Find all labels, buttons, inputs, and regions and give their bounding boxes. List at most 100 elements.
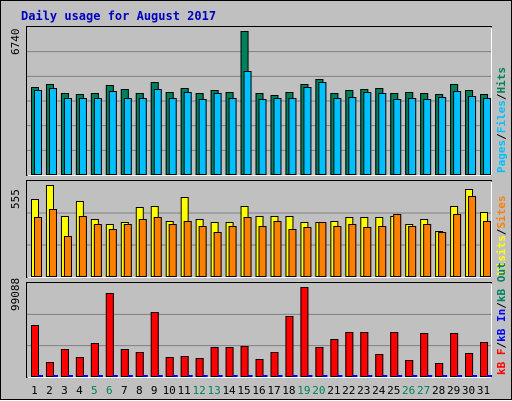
kb-in-mark-12 [202,375,208,377]
kbytes-bar-17-outline [270,352,279,377]
files-bar-1-fill [34,90,42,175]
sites-bar-4 [78,216,87,277]
kb-in-mark-15 [247,375,253,377]
files-bar-11-outline [183,92,192,175]
files-bar-28-fill [438,97,447,175]
sites-bar-2 [48,209,57,277]
files-bar-5-outline [93,98,102,175]
kbytes-bar-26-fill [405,360,414,377]
kbytes-bar-1-fill [31,325,39,377]
panels-layer: 6740Pages/Files/Hits555Visits/Sites99088… [9,26,508,378]
kbytes-bar-27-outline [420,333,429,377]
files-bar-19-outline [303,87,312,175]
files-bar-11 [183,92,192,175]
kbytes-bar-15-fill [240,346,249,377]
legend-sites: Sites [495,196,508,229]
sites-bar-24 [378,226,387,277]
kbytes-bar-23-fill [360,332,369,377]
sites-bar-11-fill [183,221,192,277]
files-bar-31-fill [483,98,492,175]
sites-bar-3-fill [63,236,72,277]
sites-bar-20-fill [318,222,327,277]
files-bar-19-fill [303,87,312,175]
kbytes-bar-1 [31,325,39,377]
kbytes-bar-8-fill [135,352,144,377]
kbytes-bar-18 [285,316,294,377]
kbytes-bar-25-fill [390,332,399,377]
kb-in-mark-10 [172,375,178,377]
kbytes-bar-19-outline [300,287,309,377]
panel-1-max-label: 555 [9,189,22,209]
sites-bar-12-outline [198,226,207,277]
kbytes-bar-27 [420,333,429,377]
sites-bar-4-fill [78,216,87,277]
kb-in-mark-16 [262,375,268,377]
sites-bar-19-fill [303,227,312,277]
files-bar-19 [303,87,312,175]
files-bar-6-outline [108,91,117,175]
kbytes-bar-14-fill [225,347,234,377]
sites-bar-5 [93,224,102,277]
files-bar-15-outline [243,71,252,175]
kbytes-bar-27-fill [420,333,429,377]
x-tick-label-9: 9 [151,384,158,397]
files-bar-27-fill [423,99,432,175]
kbytes-bar-22-outline [345,332,354,377]
files-bar-11-fill [183,92,192,175]
x-tick-label-18: 18 [282,384,295,397]
kb-in-mark-22 [352,375,358,377]
files-bar-9-fill [153,89,162,175]
files-bar-6 [108,91,117,175]
sites-bar-30-fill [468,196,477,277]
kbytes-bar-23 [360,332,369,377]
files-bar-10 [168,98,177,175]
kbytes-bar-12 [195,358,204,377]
sites-bar-22 [348,224,357,277]
kbytes-bar-1-outline [31,325,39,377]
kbytes-bar-17-fill [270,352,279,377]
sites-bar-20-outline [318,222,327,277]
files-bar-23-fill [363,92,372,175]
files-bar-23 [363,92,372,175]
kb-in-mark-28 [442,375,448,377]
files-bar-2 [48,88,57,175]
files-bar-13-fill [213,93,222,175]
sites-bar-20 [318,222,327,277]
kbytes-bar-16-fill [255,359,264,377]
files-bar-21-fill [333,98,342,175]
files-bar-25-fill [393,99,402,175]
kbytes-bar-4-fill [75,357,84,377]
kb-in-mark-23 [367,375,373,377]
files-bar-25 [393,99,402,175]
x-tick-label-29: 29 [447,384,460,397]
sites-bar-13-fill [213,232,222,277]
files-bar-5-fill [93,98,102,175]
kbytes-bar-2-fill [45,362,54,377]
files-bar-14-outline [228,98,237,175]
x-tick-label-27: 27 [417,384,430,397]
sites-bar-13 [213,232,222,277]
panel-1-legend: Visits/Sites [495,196,508,276]
kb-in-mark-29 [457,375,463,377]
panel-2-legend: kB F/kB In/kB Out [495,262,508,375]
sites-bar-24-outline [378,226,387,277]
chart-title: Daily usage for August 2017 [21,9,216,23]
sites-bar-29-outline [453,214,462,277]
files-bar-14-fill [228,98,237,175]
kbytes-bar-12-outline [195,358,204,377]
kbytes-bar-5-fill [90,343,99,377]
files-bar-12 [198,99,207,175]
sites-bar-1-fill [34,217,42,277]
kbytes-bar-28 [435,363,444,377]
files-bar-4-outline [78,98,87,175]
kbytes-bar-3 [60,349,69,377]
files-bar-18 [288,98,297,175]
files-bar-10-outline [168,98,177,175]
kbytes-bar-26 [405,360,414,377]
legend-separator: / [495,342,508,349]
sites-bar-26-fill [408,226,417,277]
files-bar-10-fill [168,98,177,175]
kb-in-mark-27 [427,375,433,377]
sites-bar-12 [198,226,207,277]
sites-bar-6 [108,229,117,277]
